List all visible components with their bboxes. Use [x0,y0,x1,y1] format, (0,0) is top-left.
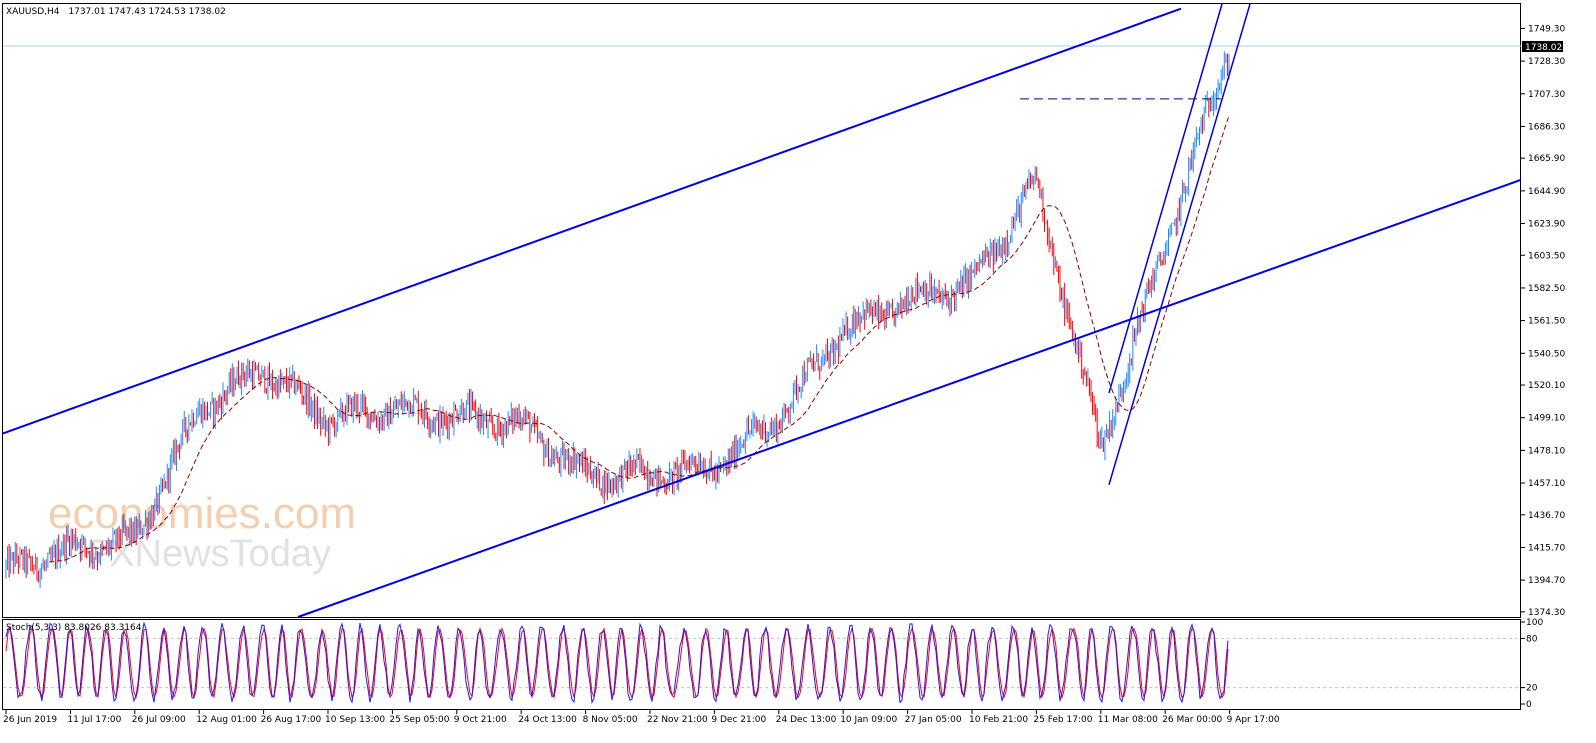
price-tick-label: 1665.90 [1528,154,1565,164]
price-tick-label: 1520.10 [1528,381,1565,391]
stoch-header: Stoch(5,3,3) 83.8026 83.3164 [6,623,142,633]
watermark-economies: economies.com [48,489,356,538]
current-price-label: 1738.02 [1525,43,1562,53]
time-tick-label: 25 Feb 17:00 [1033,715,1092,725]
price-tick-label: 1603.50 [1528,251,1565,261]
time-tick-label: 11 Mar 08:00 [1098,715,1158,725]
time-axis: 26 Jun 2019 11 Jul 17:00 26 Jul 09:00 12 Au… [3,710,1280,725]
time-tick-label: 22 Nov 21:00 [647,715,708,725]
symbol-label: XAUUSD,H4 [6,7,60,17]
wedge-lower-line [1108,3,1251,485]
current-price-label-bg [1522,41,1563,52]
lower-channel-line [297,178,1522,618]
stoch-tick-label: 100 [1526,618,1543,628]
upper-channel-line [2,7,1182,435]
price-tick-label: 1374.30 [1528,608,1565,618]
time-tick-label: 11 Jul 17:00 [67,715,121,725]
stoch-signal-line [5,626,1229,700]
price-tick-label: 1686.30 [1528,122,1565,132]
price-tick-label: 1561.50 [1528,317,1565,327]
stoch-tick-label: 80 [1526,634,1538,644]
main-chart-frame [2,3,1521,618]
time-tick-label: 24 Oct 13:00 [518,715,577,725]
time-tick-label: 8 Nov 05:00 [583,715,638,725]
price-tick-label: 1582.50 [1528,284,1565,294]
price-tick-label: 1415.70 [1528,543,1565,553]
stochastic-layer [3,621,1521,705]
price-tick-label: 1623.90 [1528,220,1565,230]
price-tick-label: 1707.30 [1528,90,1565,100]
price-tick-label: 1540.50 [1528,349,1565,359]
price-tick-label: 1436.70 [1528,511,1565,521]
time-tick-label: 24 Dec 13:00 [776,715,837,725]
chart-symbol-header: XAUUSD,H4 1737.01 1747.43 1724.53 1738.0… [6,7,226,17]
stoch-panel-frame [2,619,1521,710]
price-tick-label: 1749.30 [1528,24,1565,34]
time-tick-label: 26 Jun 2019 [3,715,57,725]
time-tick-label: 10 Feb 21:00 [969,715,1028,725]
stoch-tick-label: 20 [1526,684,1538,694]
time-tick-label: 26 Aug 17:00 [261,715,322,725]
time-tick-label: 9 Apr 17:00 [1227,715,1280,725]
ohlc-values: 1737.01 1747.43 1724.53 1738.02 [68,7,225,17]
stoch-tick-label: 0 [1526,700,1532,710]
time-tick-label: 26 Mar 00:00 [1162,715,1222,725]
time-tick-label: 25 Sep 05:00 [389,715,449,725]
price-tick-label: 1499.10 [1528,414,1565,424]
price-tick-label: 1478.10 [1528,446,1565,456]
price-tick-label: 1457.10 [1528,479,1565,489]
time-tick-label: 10 Sep 13:00 [325,715,385,725]
time-tick-label: 27 Jan 05:00 [905,715,962,725]
stoch-main-line [5,621,1229,705]
time-tick-label: 10 Jan 09:00 [840,715,897,725]
time-tick-label: 9 Oct 21:00 [454,715,507,725]
candles-layer [5,51,1230,589]
price-tick-label: 1394.70 [1528,576,1565,586]
wedge-upper-line [1108,3,1223,394]
price-tick-label: 1644.90 [1528,187,1565,197]
time-tick-label: 12 Aug 01:00 [196,715,257,725]
price-axis: 1749.30 1728.30 1707.30 1686.30 1665.90 1644.… [1521,24,1565,710]
time-tick-label: 26 Jul 09:00 [132,715,186,725]
price-tick-label: 1728.30 [1528,57,1565,67]
time-tick-label: 9 Dec 21:00 [711,715,766,725]
trendlines-layer [2,3,1522,618]
